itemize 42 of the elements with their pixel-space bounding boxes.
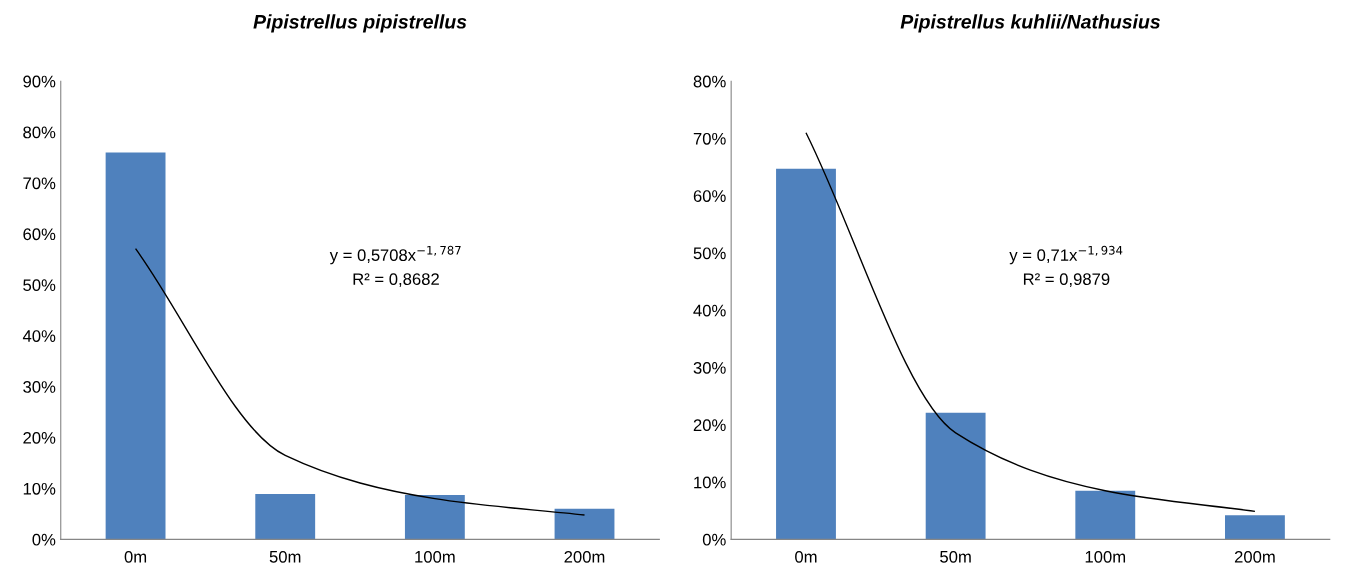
y-tick-label: 20% — [23, 431, 56, 444]
y-tick-label: 10% — [23, 482, 56, 495]
y-tick-label: 80% — [693, 75, 726, 88]
x-tick-label: 50m — [269, 550, 301, 563]
y-tick-label: 40% — [693, 304, 726, 317]
y-tick-label: 30% — [23, 381, 56, 393]
x-tick-label: 100m — [1085, 550, 1126, 563]
y-tick-label: 70% — [693, 132, 726, 145]
y-tick-label: 90% — [23, 75, 56, 88]
y-tick-label: 50% — [693, 247, 726, 260]
chart-title: Pipistrellus kuhlii/Nathusius — [900, 14, 1160, 33]
x-tick-label: 100m — [415, 550, 455, 563]
annotation: y = 0,5708x$^{−1,787}$ — [329, 245, 461, 265]
x-tick-label: 50m — [940, 550, 971, 563]
line-series — [805, 132, 1256, 513]
y-tick-label: 40% — [22, 330, 56, 342]
bar — [1075, 490, 1136, 540]
y-tick-label: 50% — [23, 279, 56, 292]
bar — [925, 412, 986, 540]
x-tick-label: 200m — [564, 550, 605, 563]
x-tick-label: 0m — [795, 550, 817, 563]
chart-title: Pipistrellus pipistrellus — [253, 14, 467, 33]
y-tick-label: 70% — [23, 177, 56, 190]
y-tick-label: 30% — [693, 361, 726, 374]
x-tick-label: 0m — [124, 550, 147, 563]
y-tick-label: 0% — [32, 533, 56, 546]
y-tick-label: 80% — [23, 126, 56, 139]
bar — [255, 494, 316, 540]
annotation: R² = 0,9879 — [1023, 273, 1110, 287]
y-tick-label: 60% — [23, 228, 56, 241]
bar — [776, 168, 836, 540]
x-tick-label: 200m — [1234, 550, 1275, 563]
annotation: R² = 0,8682 — [353, 273, 439, 287]
annotation: y = 0,71x$^{−1,934}$ — [1009, 245, 1123, 265]
y-tick-label: 10% — [694, 476, 726, 489]
bar — [404, 495, 465, 540]
bar — [554, 508, 615, 540]
y-tick-label: 60% — [693, 190, 726, 202]
bar — [105, 152, 166, 540]
bar — [1225, 515, 1285, 540]
y-tick-label: 0% — [702, 533, 726, 546]
y-tick-label: 20% — [693, 419, 726, 432]
